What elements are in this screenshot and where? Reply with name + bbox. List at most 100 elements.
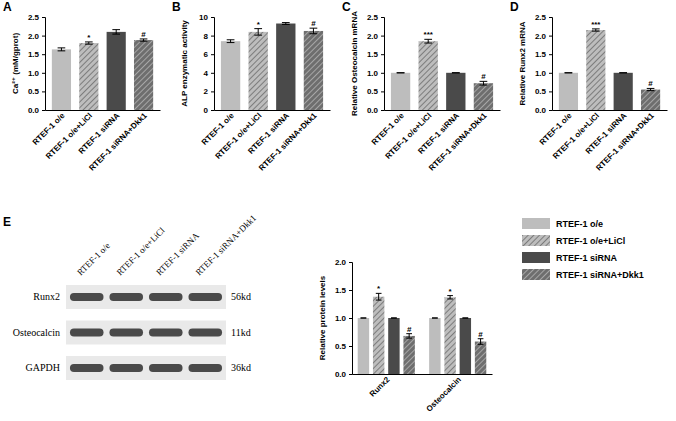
panel-letter: D: [510, 0, 519, 14]
y-tick-label: 2.0: [535, 32, 547, 41]
x-tick: RTEF-1 o/e+LiCl: [214, 110, 264, 161]
y-tick: 1.5: [335, 286, 352, 295]
axis-line: [46, 110, 161, 111]
y-tick-mark: [549, 91, 552, 92]
y-tick-label: 0.0: [28, 106, 40, 115]
x-axis: RTEF-1 o/eRTEF-1 o/e+LiClRTEF-1 siRNARTE…: [370, 110, 501, 173]
y-tick-mark: [549, 110, 552, 111]
error-bar: [397, 72, 405, 73]
error-bar: [424, 39, 432, 43]
blot-strip: [66, 285, 226, 309]
y-tick-mark: [381, 36, 384, 37]
significance-mark: #: [407, 325, 412, 334]
legend-item: RTEF-1 siRNA+Dkk1: [522, 269, 644, 280]
y-tick-mark: [381, 17, 384, 18]
y-tick-label: 0: [204, 106, 209, 115]
axis-line: [385, 110, 501, 111]
legend-label: RTEF-1 siRNA+Dkk1: [556, 270, 644, 280]
y-tick-label: 2.0: [28, 32, 40, 41]
significance-mark: #: [478, 330, 483, 339]
blot-row-label: GAPDH: [26, 362, 60, 373]
blot-band: [109, 364, 143, 372]
x-tick-label: RTEF-1 siRNA+Dkk1: [427, 111, 489, 173]
x-tick-label: RTEF-1 o/e+LiCl: [551, 111, 601, 161]
x-axis: RTEF-1 o/eRTEF-1 o/e+LiClRTEF-1 siRNARTE…: [31, 110, 161, 173]
y-tick-label: 2.5: [535, 13, 547, 22]
legend-swatch: [522, 252, 550, 263]
y-tick-label: 0.0: [535, 106, 547, 115]
y-tick-mark: [549, 17, 552, 18]
bar: [134, 40, 153, 110]
error-bar: [391, 318, 397, 319]
x-tick: RTEF-1 o/e+LiCl: [384, 110, 434, 161]
bar: [475, 342, 486, 374]
y-tick-mark: [349, 318, 352, 319]
y-tick-mark: [42, 73, 45, 74]
x-tick: Osteocalcin: [425, 374, 464, 414]
y-tick: 1.0: [535, 69, 552, 78]
blot-band: [70, 364, 104, 372]
y-tick-mark: [349, 290, 352, 291]
y-tick-label: 2.5: [28, 13, 40, 22]
y-tick-label: 1.5: [335, 286, 347, 295]
legend-swatch: [522, 235, 550, 246]
error-bar: [432, 318, 438, 319]
y-tick-mark: [381, 73, 384, 74]
x-tick: RTEF-1 siRNA+Dkk1: [594, 110, 656, 173]
y-tick: 0: [204, 106, 214, 115]
y-tick-label: 0.5: [535, 87, 547, 96]
y-tick-mark: [381, 91, 384, 92]
axis-line: [381, 18, 385, 111]
y-axis: 0.00.51.01.52.02.5: [367, 13, 385, 115]
error-bar: [452, 72, 460, 73]
blot-band: [70, 329, 104, 337]
y-axis: 0.0 0.5 1.0 1.5 2.0 2.5: [28, 13, 46, 115]
bar: [446, 73, 465, 110]
y-tick-label: 0.5: [28, 87, 40, 96]
legend: RTEF-1 o/eRTEF-1 o/e+LiClRTEF-1 siRNARTE…: [522, 218, 644, 280]
axis-line: [211, 18, 215, 111]
blot-strip: [66, 356, 226, 380]
significance-mark: *: [257, 20, 261, 29]
y-axis-title: Relative Osteocalcin mRNA: [350, 11, 359, 116]
plot-marks: [358, 293, 487, 374]
y-tick-mark: [42, 36, 45, 37]
significance-mark: *: [449, 287, 453, 296]
y-tick: 0.0: [28, 106, 45, 115]
bar: [388, 318, 399, 374]
blot-band: [188, 329, 222, 337]
y-tick-mark: [211, 54, 214, 55]
legend-item: RTEF-1 o/e: [522, 218, 603, 229]
y-tick-label: 1.0: [367, 69, 379, 78]
x-axis: RTEF-1 o/eRTEF-1 o/e+LiClRTEF-1 siRNARTE…: [200, 110, 331, 173]
significance-mark: *: [377, 284, 381, 293]
y-tick: 0.5: [335, 342, 352, 351]
blot-row-label: Osteocalcin: [13, 327, 60, 338]
blot-band: [149, 293, 183, 301]
y-tick-mark: [211, 110, 214, 111]
y-tick-label: 0.0: [335, 370, 347, 379]
y-tick: 1.5: [28, 50, 45, 59]
y-tick: 2.5: [367, 13, 384, 22]
error-bar: [310, 28, 318, 34]
bar: [559, 73, 578, 110]
error-bar: [406, 334, 412, 338]
axis-line: [215, 110, 331, 111]
error-bar: [376, 293, 382, 300]
y-tick: 1.0: [28, 69, 45, 78]
error-bar: [647, 88, 655, 90]
y-tick-label: 4: [204, 69, 209, 78]
blot-band: [188, 364, 222, 372]
legend-swatch: [522, 218, 550, 229]
y-axis: 0.0 0.5 1.0 1.5 2.0 2.5: [535, 13, 553, 115]
y-tick: 4: [204, 69, 214, 78]
y-tick: 2.0: [535, 32, 552, 41]
blot-band: [149, 329, 183, 337]
blot-band: [149, 364, 183, 372]
significance-mark: #: [311, 19, 316, 28]
y-tick-label: 10: [199, 13, 208, 22]
plot-marks: [52, 30, 153, 110]
y-tick-label: 2: [204, 87, 209, 96]
bar: [276, 24, 295, 110]
y-tick-label: 1.5: [535, 50, 547, 59]
